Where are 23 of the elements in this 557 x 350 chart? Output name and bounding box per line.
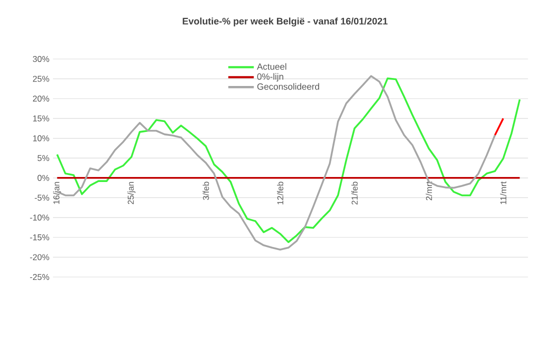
y-tick-label: 5% (38, 155, 50, 162)
y-tick-label: 20% (32, 96, 50, 102)
x-tick-label: 3/feb (202, 182, 209, 200)
y-tick-label: -15% (30, 234, 50, 240)
x-tick-label: 16/jan (53, 182, 62, 204)
y-tick-label: 15% (33, 115, 50, 122)
x-tick-label: 21/feb (351, 182, 358, 205)
y-tick-label: 30% (32, 56, 50, 62)
y-tick-label: -10% (30, 214, 50, 221)
legend-label: Geconsolideerd (257, 83, 320, 90)
y-tick-label: 25% (32, 76, 50, 82)
legend-label: Actueel (256, 63, 286, 70)
y-tick-label: -25% (30, 274, 50, 280)
x-tick-label: 25/jan (128, 182, 136, 204)
chart-title: Evolutie-% per week België - vanaf 16/01/2021 (182, 18, 388, 26)
legend-label: 0%-lijn (257, 73, 284, 82)
y-tick-label: 10% (33, 135, 50, 142)
x-tick-label: 12/feb (277, 182, 284, 204)
x-tick-label: 11/mrt (500, 181, 506, 204)
y-tick-label: 0% (38, 174, 50, 181)
y-tick-label: -5% (34, 194, 50, 201)
x-tick-label: 2/mrt (426, 181, 432, 200)
y-tick-label: -20% (30, 254, 50, 260)
